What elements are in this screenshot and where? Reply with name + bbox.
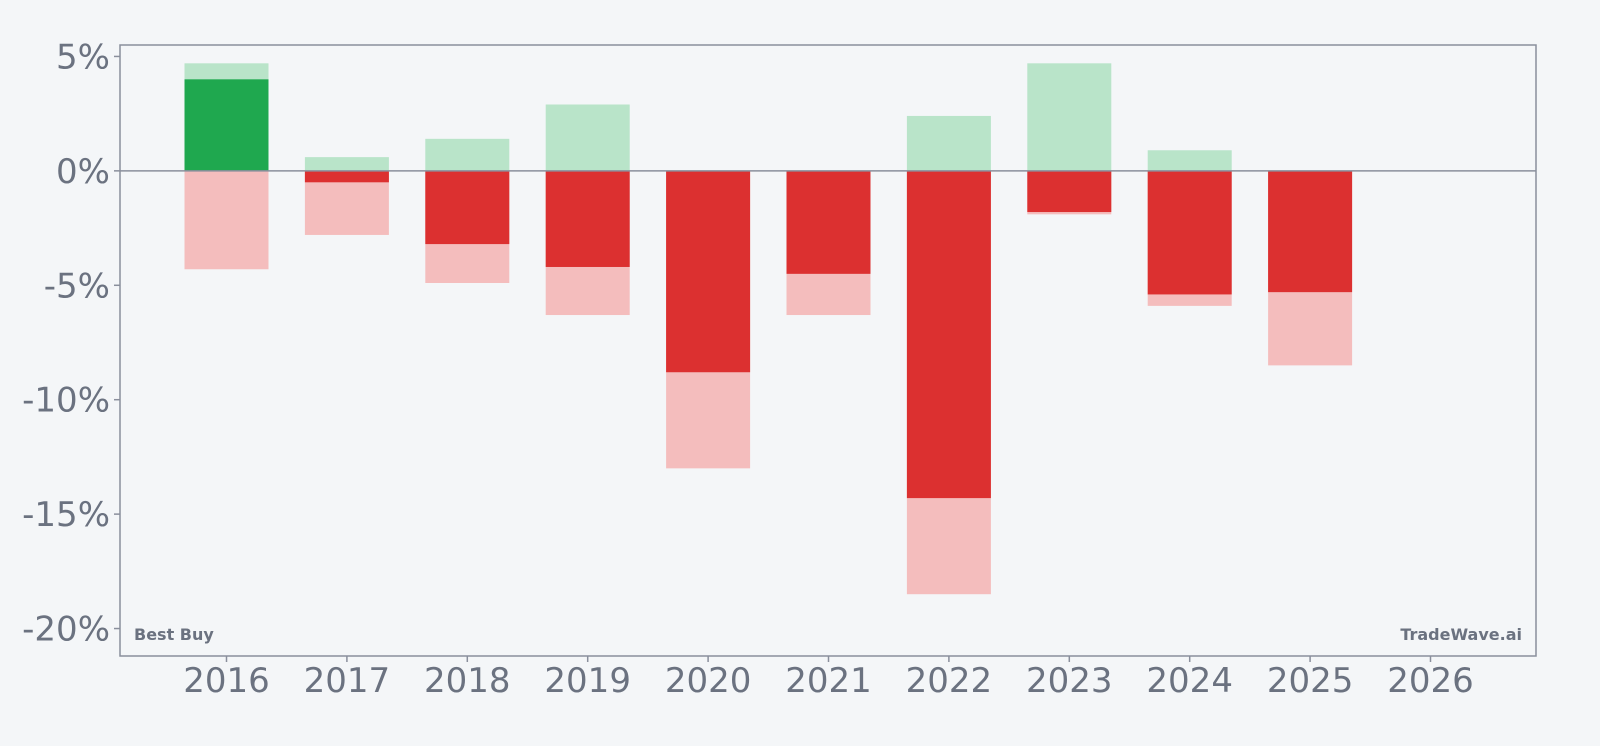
range-low-bar [184, 170, 269, 270]
return-bar [1027, 170, 1112, 213]
x-tick-label: 2025 [1267, 661, 1354, 701]
range-high-bar [1027, 63, 1112, 171]
range-high-bar [304, 157, 389, 171]
range-high-bar [906, 115, 991, 171]
return-bar [666, 170, 751, 373]
x-tick-label: 2022 [906, 661, 993, 701]
ticker-label: Best Buy [134, 625, 214, 644]
x-tick-label: 2023 [1026, 661, 1113, 701]
range-high-bar [425, 138, 510, 171]
y-tick-label: -10% [22, 381, 110, 421]
x-axis: 2016 2017 2018 2019 2020 2021 2022 2023 2024 2025… [183, 656, 1474, 701]
y-tick-label: 5% [56, 37, 110, 77]
x-tick-label: 2016 [183, 661, 270, 701]
y-tick-label: -5% [44, 266, 110, 306]
return-bar [906, 170, 991, 499]
return-bar [1268, 170, 1353, 293]
x-tick-label: 2019 [544, 661, 631, 701]
range-high-bar [1147, 150, 1232, 171]
return-bar [545, 170, 630, 267]
return-bar [786, 170, 871, 274]
y-tick-label: 0% [56, 152, 110, 192]
x-tick-label: 2020 [665, 661, 752, 701]
y-axis: 5% 0% -5% -10% -15% -20% [22, 37, 120, 650]
return-bar [425, 170, 510, 245]
x-tick-label: 2024 [1146, 661, 1233, 701]
range-high-bar [545, 104, 630, 171]
return-bar [1147, 170, 1232, 295]
x-tick-label: 2017 [304, 661, 391, 701]
brand-label: TradeWave.ai [1400, 625, 1522, 644]
y-tick-label: -20% [22, 610, 110, 650]
return-bar [304, 170, 389, 183]
return-bar [184, 79, 269, 171]
y-tick-label: -15% [22, 495, 110, 535]
x-tick-label: 2021 [785, 661, 872, 701]
x-tick-label: 2018 [424, 661, 511, 701]
x-tick-label: 2026 [1387, 661, 1474, 701]
bars-layer [184, 63, 1353, 595]
